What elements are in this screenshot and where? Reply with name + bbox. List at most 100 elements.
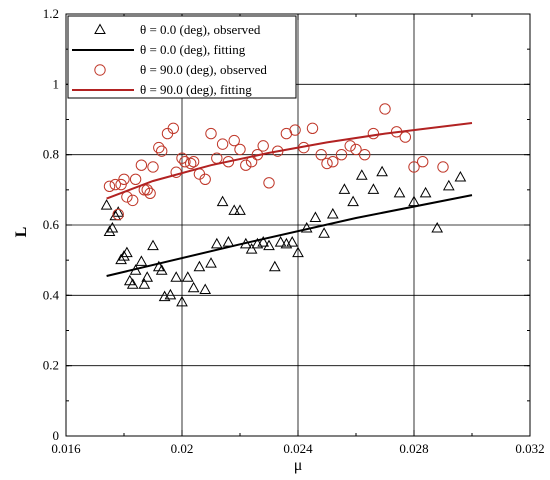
data-point-circle	[344, 140, 356, 152]
data-point-circle	[315, 148, 327, 161]
data-point-triangle	[442, 179, 455, 191]
data-point-triangle	[210, 237, 223, 249]
y-axis-title: L	[13, 227, 30, 238]
data-point-triangle	[292, 246, 304, 258]
data-point-circle	[179, 156, 191, 168]
legend-label: θ = 90.0 (deg), observed	[140, 62, 267, 77]
series-2	[103, 103, 449, 221]
legend-label: θ = 0.0 (deg), fitting	[140, 42, 246, 57]
x-axis-title: μ	[294, 457, 303, 474]
data-point-circle	[118, 173, 130, 185]
data-point-triangle	[309, 211, 322, 222]
data-point-circle	[199, 173, 211, 185]
data-point-circle	[228, 134, 240, 147]
data-point-circle	[417, 156, 429, 168]
data-point-triangle	[286, 236, 299, 247]
fit-line	[106, 122, 473, 200]
data-point-circle	[327, 156, 339, 168]
x-tick-labels: 0.016 0.02 0.024 0.028 0.032	[51, 441, 544, 456]
y-tick-label: 0.4	[43, 287, 60, 302]
data-point-triangle	[181, 271, 194, 282]
data-point-triangle	[234, 204, 246, 215]
legend-triangle-marker	[94, 23, 106, 34]
series-3	[106, 122, 473, 200]
series-0	[100, 165, 467, 307]
data-point-triangle	[326, 207, 339, 219]
data-point-circle	[112, 208, 124, 221]
legend: θ = 0.0 (deg), observed θ = 0.0 (deg), fi…	[67, 15, 297, 99]
data-point-triangle	[193, 260, 206, 272]
legend-item: θ = 90.0 (deg), fitting	[72, 82, 252, 97]
data-point-triangle	[147, 239, 159, 251]
legend-box	[67, 15, 297, 99]
data-point-circle	[257, 140, 269, 152]
data-point-triangle	[245, 243, 258, 254]
x-tick-label: 0.032	[515, 441, 544, 456]
fit-line	[106, 194, 473, 277]
legend-item: θ = 90.0 (deg), observed	[94, 62, 267, 77]
data-point-circle	[115, 178, 127, 191]
data-point-triangle	[419, 186, 432, 198]
data-point-circle	[216, 138, 229, 150]
legend-item: θ = 0.0 (deg), observed	[94, 22, 261, 37]
y-tick-label: 0	[53, 428, 60, 443]
data-point-circle	[127, 194, 139, 207]
data-point-triangle	[164, 288, 177, 300]
data-point-triangle	[121, 246, 133, 258]
y-tick-label: 0.6	[43, 217, 60, 232]
data-point-circle	[176, 152, 188, 164]
data-point-triangle	[100, 199, 113, 210]
legend-item: θ = 0.0 (deg), fitting	[72, 42, 246, 57]
data-point-circle	[156, 145, 168, 157]
x-tick-label: 0.028	[399, 441, 428, 456]
data-point-circle	[153, 141, 165, 154]
data-point-triangle	[257, 236, 270, 247]
data-point-triangle	[155, 264, 168, 275]
data-point-triangle	[393, 186, 406, 198]
data-point-triangle	[355, 169, 368, 180]
data-point-triangle	[216, 195, 229, 207]
data-point-triangle	[141, 271, 154, 282]
data-point-circle	[306, 122, 319, 134]
data-point-triangle	[367, 183, 380, 194]
data-point-triangle	[170, 271, 183, 282]
data-point-circle	[359, 148, 371, 161]
data-point-triangle	[138, 278, 151, 289]
data-point-triangle	[318, 227, 330, 238]
x-tick-label: 0.024	[283, 441, 313, 456]
data-point-circle	[321, 157, 333, 170]
x-tick-label: 0.02	[171, 441, 194, 456]
series-1	[106, 194, 473, 277]
data-point-triangle	[347, 195, 359, 207]
legend-circle-marker	[94, 64, 106, 76]
data-point-circle	[167, 122, 180, 134]
legend-label: θ = 90.0 (deg), fitting	[140, 82, 252, 97]
data-point-circle	[367, 127, 380, 140]
x-tick-label: 0.016	[51, 441, 81, 456]
data-point-circle	[379, 103, 391, 115]
data-point-triangle	[176, 295, 188, 307]
data-point-circle	[141, 184, 153, 196]
data-point-circle	[144, 187, 156, 200]
data-point-triangle	[263, 239, 275, 251]
data-point-triangle	[268, 260, 281, 272]
data-point-circle	[205, 127, 217, 140]
data-point-triangle	[222, 236, 235, 247]
data-point-circle	[408, 161, 420, 173]
legend-label: θ = 0.0 (deg), observed	[140, 22, 261, 37]
data-point-circle	[129, 173, 142, 185]
data-point-triangle	[205, 257, 217, 268]
y-tick-labels: 0 0.2 0.4 0.6 0.8 1 1.2	[43, 6, 60, 443]
data-point-circle	[161, 127, 174, 140]
y-tick-label: 1.2	[43, 6, 59, 21]
data-point-circle	[437, 161, 449, 173]
data-point-circle	[263, 177, 275, 189]
data-point-circle	[240, 159, 252, 171]
y-tick-label: 1	[53, 76, 60, 91]
data-point-triangle	[376, 165, 388, 177]
data-point-triangle	[135, 255, 148, 266]
data-point-triangle	[228, 204, 241, 215]
data-point-circle	[185, 157, 197, 170]
grid-lines	[66, 14, 530, 436]
